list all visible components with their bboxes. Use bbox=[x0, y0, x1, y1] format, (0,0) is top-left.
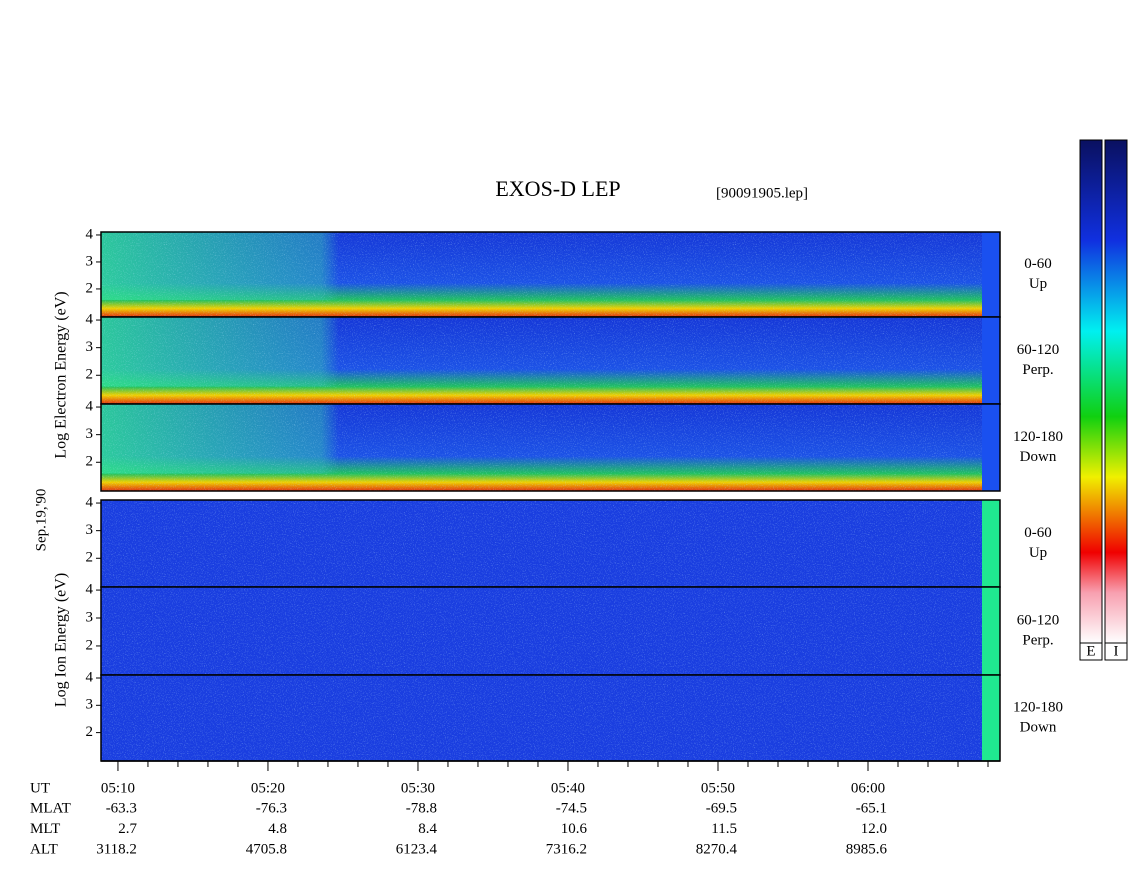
x-tick-label: 05:30 bbox=[401, 780, 435, 796]
colorbar bbox=[1079, 139, 1103, 644]
ephemeris-value: 10.6 bbox=[561, 821, 588, 837]
x-tick-label: 05:40 bbox=[551, 780, 585, 796]
panel-strip bbox=[982, 675, 1000, 761]
y-tick-label: 2 bbox=[86, 454, 94, 470]
ephemeris-value: 8270.4 bbox=[696, 841, 738, 857]
colorbar-label-box bbox=[1104, 642, 1128, 661]
panel-strip bbox=[982, 317, 1000, 404]
panel-label: 60-120 bbox=[1017, 612, 1060, 628]
panel-label: Up bbox=[1029, 545, 1047, 561]
panel-texture bbox=[101, 404, 982, 491]
y-tick-label: 2 bbox=[86, 637, 94, 653]
y-tick-label: 3 bbox=[86, 426, 94, 442]
panel-texture bbox=[101, 675, 982, 761]
file-name: [90091905.lep] bbox=[716, 185, 808, 201]
x-tick-label: 05:20 bbox=[251, 780, 285, 796]
y-tick-label: 2 bbox=[86, 367, 94, 383]
panel-texture bbox=[101, 232, 982, 317]
colorbar-label: I bbox=[1114, 643, 1119, 659]
panel-label: Up bbox=[1029, 276, 1047, 292]
ephemeris-value: -63.3 bbox=[106, 800, 137, 816]
date-label: Sep.19,'90 bbox=[33, 489, 49, 552]
ephemeris-value: 8.4 bbox=[418, 821, 437, 837]
chart-title: EXOS-D LEP bbox=[495, 176, 620, 201]
ephemeris-label: ALT bbox=[30, 841, 58, 857]
y-tick-label: 2 bbox=[86, 724, 94, 740]
panel-label: Down bbox=[1020, 449, 1057, 465]
panel-label: Perp. bbox=[1022, 362, 1053, 378]
ephemeris-label: MLT bbox=[30, 821, 60, 837]
y-tick-label: 4 bbox=[86, 311, 94, 327]
ephemeris-value: 4705.8 bbox=[246, 841, 287, 857]
ephemeris-value: -78.8 bbox=[406, 800, 437, 816]
y-tick-label: 4 bbox=[86, 226, 94, 242]
y-tick-label: 4 bbox=[86, 398, 94, 414]
y-tick-label: 3 bbox=[86, 697, 94, 713]
panel-strip bbox=[982, 232, 1000, 317]
y-tick-label: 3 bbox=[86, 522, 94, 538]
panel-strip bbox=[982, 500, 1000, 587]
ephemeris-value: 2.7 bbox=[118, 821, 137, 837]
x-tick-label: 05:10 bbox=[101, 780, 135, 796]
ephemeris-value: -65.1 bbox=[856, 800, 887, 816]
colorbar bbox=[1104, 139, 1128, 644]
y-axis-label: Log Electron Energy (eV) bbox=[53, 291, 70, 458]
panel-label: 120-180 bbox=[1013, 429, 1063, 445]
y-tick-label: 2 bbox=[86, 280, 94, 296]
y-tick-label: 3 bbox=[86, 253, 94, 269]
ephemeris-value: 7316.2 bbox=[546, 841, 587, 857]
y-tick-label: 4 bbox=[86, 494, 94, 510]
colorbar-label: E bbox=[1086, 643, 1095, 659]
panel-label: 120-180 bbox=[1013, 699, 1063, 715]
panel-frame bbox=[100, 403, 1001, 492]
panel-label: 0-60 bbox=[1024, 256, 1052, 272]
ephemeris-value: -74.5 bbox=[556, 800, 587, 816]
ephemeris-label: UT bbox=[30, 780, 50, 796]
ephemeris-value: 8985.6 bbox=[846, 841, 888, 857]
colorbars: E I bbox=[1079, 139, 1128, 661]
ephemeris-value: -69.5 bbox=[706, 800, 737, 816]
x-tick-label: 05:50 bbox=[701, 780, 735, 796]
panel-texture bbox=[101, 317, 982, 404]
panel-texture bbox=[101, 500, 982, 587]
panel-strip bbox=[982, 404, 1000, 491]
panel-label: Down bbox=[1020, 719, 1057, 735]
colorbar-label-box bbox=[1079, 642, 1103, 661]
ephemeris-value: 4.8 bbox=[268, 821, 287, 837]
ephemeris-value: -76.3 bbox=[256, 800, 287, 816]
y-tick-label: 3 bbox=[86, 339, 94, 355]
panel-label: 0-60 bbox=[1024, 525, 1052, 541]
panel-strip bbox=[982, 587, 1000, 675]
ephemeris-value: 6123.4 bbox=[396, 841, 438, 857]
panel-label: Perp. bbox=[1022, 632, 1053, 648]
ephemeris-value: 3118.2 bbox=[96, 841, 137, 857]
panel-label: 60-120 bbox=[1017, 342, 1060, 358]
panel-texture bbox=[101, 587, 982, 675]
ephemeris-value: 11.5 bbox=[711, 821, 737, 837]
ephemeris-label: MLAT bbox=[30, 800, 71, 816]
y-tick-label: 3 bbox=[86, 609, 94, 625]
y-axis-label: Log Ion Energy (eV) bbox=[53, 573, 70, 707]
y-tick-label: 4 bbox=[86, 582, 94, 598]
y-tick-label: 2 bbox=[86, 550, 94, 566]
ephemeris-value: 12.0 bbox=[861, 821, 887, 837]
y-tick-label: 4 bbox=[86, 669, 94, 685]
x-tick-label: 06:00 bbox=[851, 780, 885, 796]
